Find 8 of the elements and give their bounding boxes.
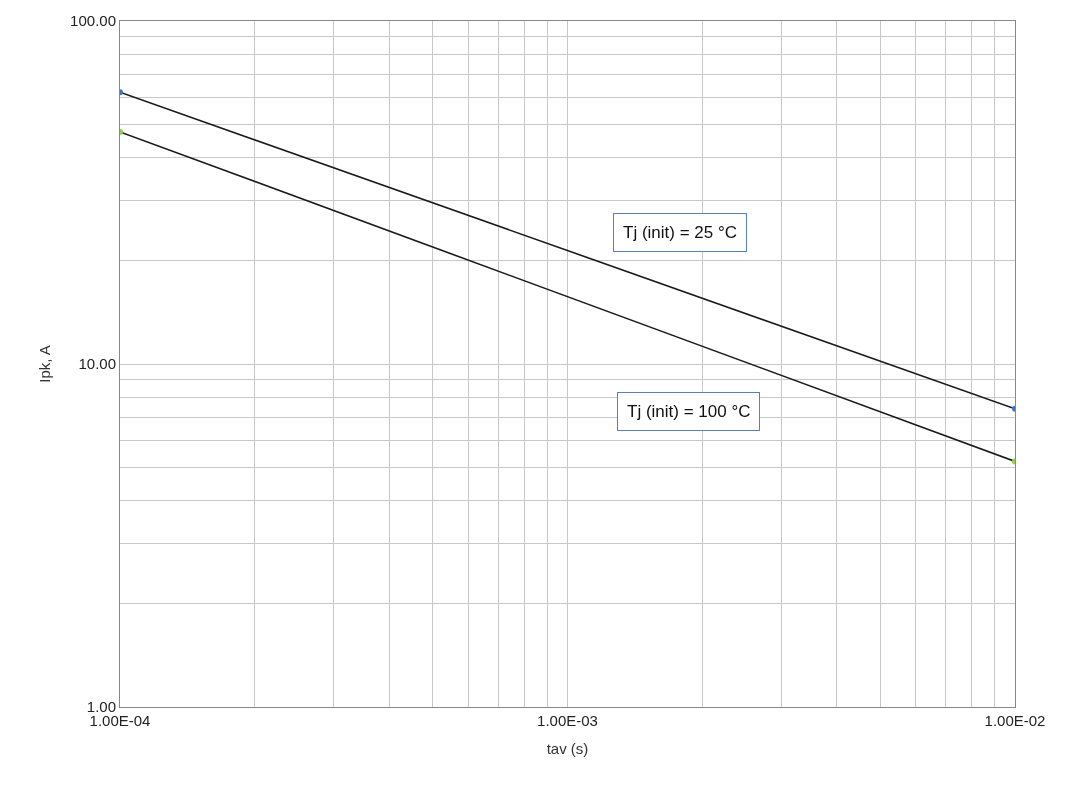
- annotation: Tj (init) = 25 °C: [623, 223, 738, 242]
- y-axis-title: Ipk, A: [36, 345, 54, 383]
- y-tick-label: 10.00: [78, 355, 116, 373]
- x-axis-title: tav (s): [546, 740, 589, 757]
- x-tick-label: 1.00E-02: [984, 712, 1046, 729]
- annotation: Tj (init) = 100 °C: [627, 402, 751, 421]
- x-tick-label: 1.00E-03: [537, 712, 598, 729]
- y-tick-label: 100.00: [70, 12, 116, 30]
